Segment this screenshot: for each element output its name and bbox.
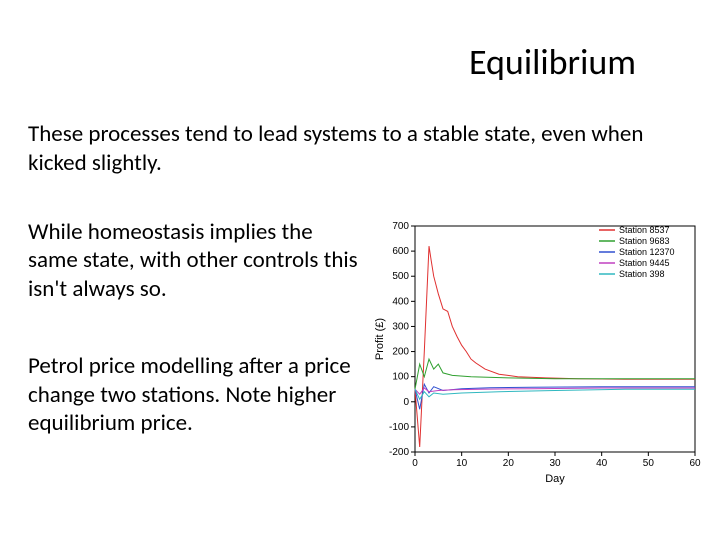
page-title: Equilibrium <box>24 40 696 84</box>
svg-text:0: 0 <box>403 396 409 407</box>
svg-text:-200: -200 <box>389 447 409 458</box>
svg-text:200: 200 <box>392 346 409 357</box>
svg-text:20: 20 <box>503 458 515 469</box>
slide: Equilibrium These processes tend to lead… <box>0 0 720 540</box>
profit-chart: 0 10 20 30 40 50 60 -200 -100 0 100 200 300 400 500 600… <box>371 218 711 488</box>
svg-text:Station 12370: Station 12370 <box>619 247 675 257</box>
intro-text: These processes tend to lead systems to … <box>24 120 696 178</box>
svg-text:700: 700 <box>392 221 409 232</box>
svg-text:Day: Day <box>545 473 565 485</box>
svg-text:400: 400 <box>392 296 409 307</box>
svg-text:Station 9445: Station 9445 <box>619 258 670 268</box>
svg-text:Profit (£): Profit (£) <box>374 317 386 359</box>
svg-text:0: 0 <box>412 458 418 469</box>
chart-container: 0 10 20 30 40 50 60 -200 -100 0 100 200 300 400 500 600… <box>371 218 711 488</box>
paragraph-2: Petrol price modelling after a price cha… <box>28 352 363 438</box>
svg-text:50: 50 <box>643 458 655 469</box>
svg-text:Station 8537: Station 8537 <box>619 225 670 235</box>
svg-text:Station 398: Station 398 <box>619 269 665 279</box>
svg-text:500: 500 <box>392 271 409 282</box>
svg-text:40: 40 <box>596 458 608 469</box>
svg-text:300: 300 <box>392 321 409 332</box>
svg-text:Station 9683: Station 9683 <box>619 236 670 246</box>
svg-text:30: 30 <box>549 458 561 469</box>
paragraph-1: While homeostasis implies the same state… <box>28 218 363 304</box>
content-row: While homeostasis implies the same state… <box>24 218 696 488</box>
svg-text:-100: -100 <box>389 421 409 432</box>
text-column: While homeostasis implies the same state… <box>28 218 363 487</box>
svg-text:10: 10 <box>456 458 468 469</box>
svg-text:60: 60 <box>689 458 701 469</box>
svg-text:100: 100 <box>392 371 409 382</box>
svg-text:600: 600 <box>392 246 409 257</box>
